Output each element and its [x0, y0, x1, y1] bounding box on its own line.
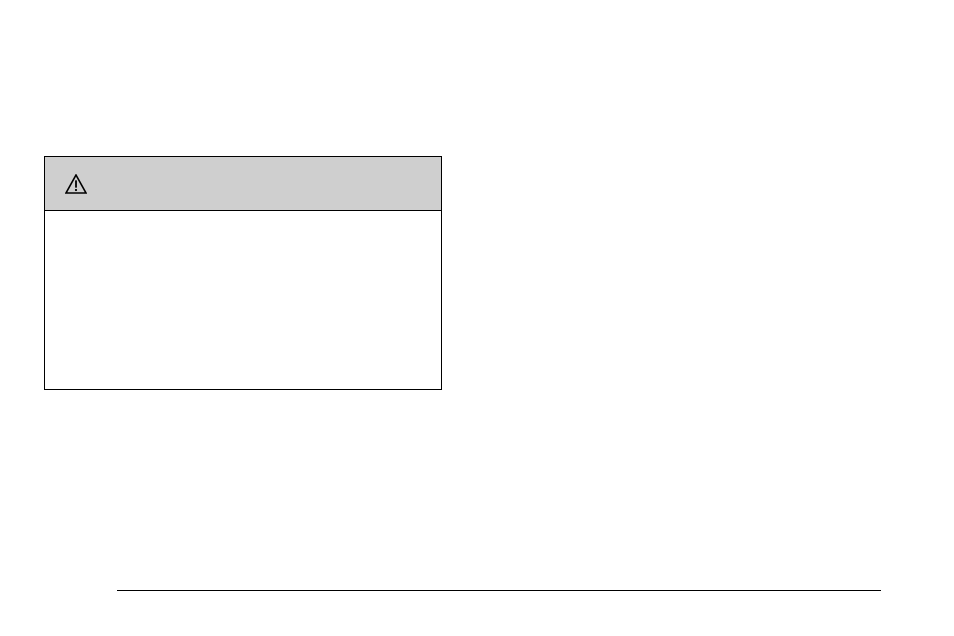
warning-callout-header [45, 157, 441, 211]
warning-callout-body [45, 211, 441, 389]
warning-icon [65, 174, 87, 194]
horizontal-divider [117, 590, 881, 591]
warning-callout [44, 156, 442, 390]
